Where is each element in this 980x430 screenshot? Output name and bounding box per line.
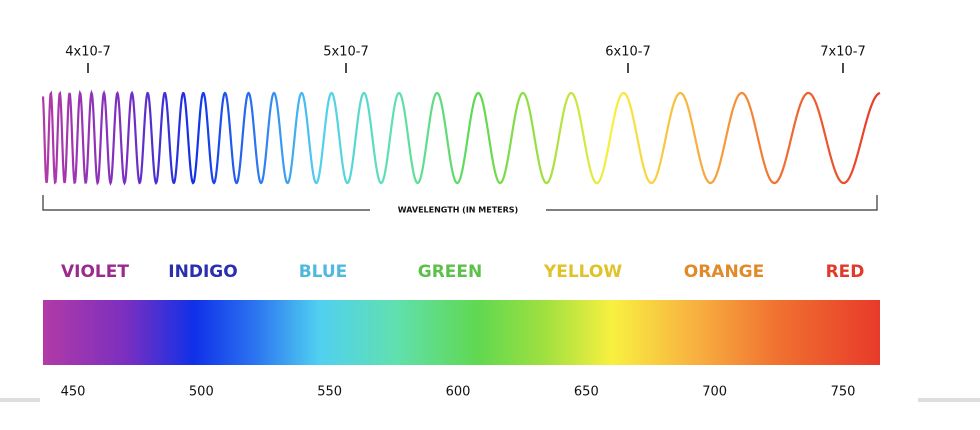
tick-label: 700 <box>702 385 727 400</box>
color-name: YELLOW <box>543 262 622 282</box>
color-name: VIOLET <box>61 262 129 282</box>
tick-label: 650 <box>574 385 599 400</box>
top-label: 4x10-7 <box>65 45 110 60</box>
color-name: ORANGE <box>684 262 765 282</box>
top-label: 6x10-7 <box>605 45 650 60</box>
tick-label: 750 <box>831 385 856 400</box>
tick-label: 600 <box>446 385 471 400</box>
wavelength-label: WAVELENGTH (IN METERS) <box>398 206 518 215</box>
top-label: 7x10-7 <box>820 45 865 60</box>
color-names: VIOLET INDIGO BLUE GREEN YELLOW ORANGE RED <box>61 262 864 282</box>
top-label: 5x10-7 <box>323 45 368 60</box>
bracket <box>42 195 878 211</box>
wave <box>41 89 881 186</box>
spectrum-bar <box>43 300 880 365</box>
tick-label: 500 <box>189 385 214 400</box>
tick-label: 450 <box>61 385 86 400</box>
color-name: INDIGO <box>168 262 237 282</box>
color-name: RED <box>826 262 865 282</box>
color-name: BLUE <box>299 262 348 282</box>
color-name: GREEN <box>418 262 483 282</box>
spectrum-ticks: 450 500 550 600 650 700 750 <box>61 385 856 400</box>
top-scale: 4x10-7 5x10-7 6x10-7 7x10-7 <box>65 45 866 73</box>
tick-label: 550 <box>317 385 342 400</box>
